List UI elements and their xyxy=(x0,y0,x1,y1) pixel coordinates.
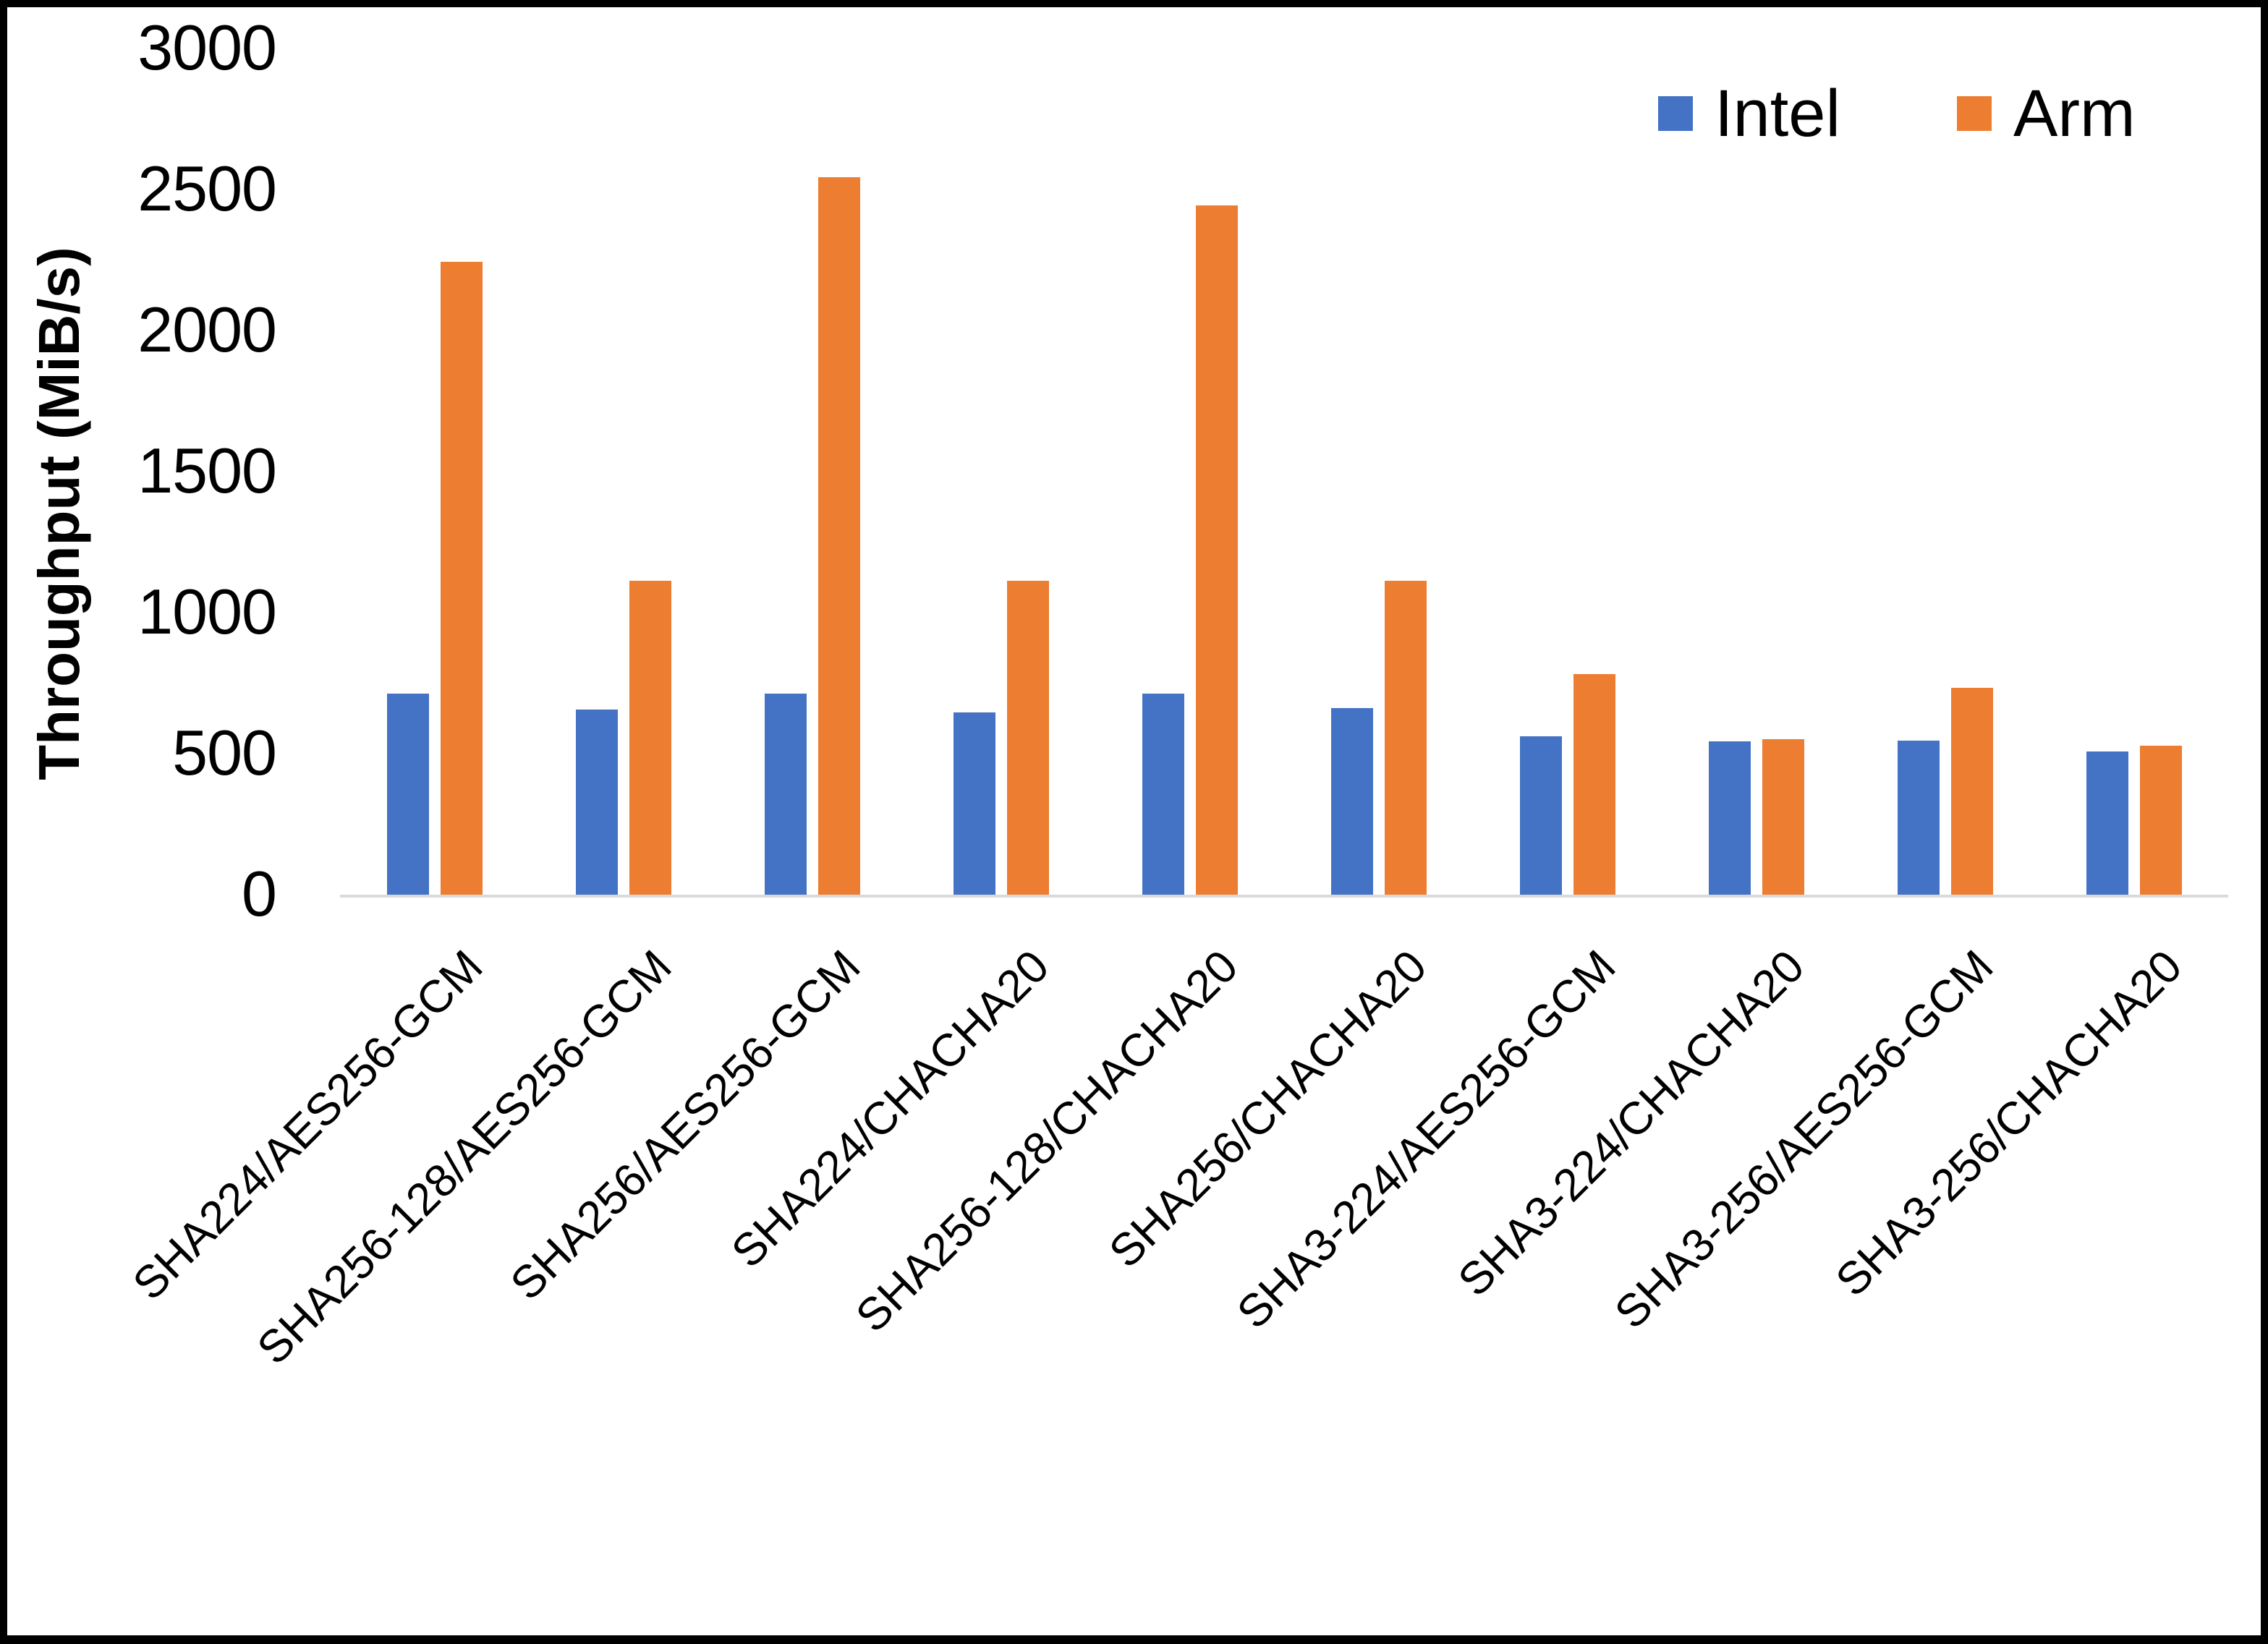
bar-arm-5 xyxy=(1195,205,1238,897)
legend-item-arm: Arm xyxy=(1957,77,2136,150)
bar-intel-8 xyxy=(1708,741,1751,897)
bar-intel-9 xyxy=(1897,741,1940,897)
bar-intel-2 xyxy=(575,710,618,897)
bar-arm-7 xyxy=(1573,674,1615,897)
x-category-label-7: SHA3-224/AES256-GCM xyxy=(1228,940,1626,1339)
x-category-label-10: SHA3-256/CHACHA20 xyxy=(1826,940,2192,1306)
x-category-label-5: SHA256-128/CHACHA20 xyxy=(846,940,1248,1342)
x-category-label-8: SHA3-224/CHACHA20 xyxy=(1448,940,1814,1306)
x-category-label-9: SHA3-256/AES256-GCM xyxy=(1605,940,2003,1339)
y-tick-label-500: 500 xyxy=(172,716,277,788)
bar-arm-6 xyxy=(1384,581,1427,897)
bar-intel-4 xyxy=(953,712,995,897)
bar-intel-3 xyxy=(764,694,807,897)
x-axis-line xyxy=(340,895,2228,898)
x-category-label-4: SHA224/CHACHA20 xyxy=(722,940,1059,1278)
legend-label-arm: Arm xyxy=(2013,77,2136,150)
x-category-label-3: SHA256/AES256-GCM xyxy=(501,940,870,1310)
x-category-label-1: SHA224/AES256-GCM xyxy=(123,940,493,1310)
bar-intel-1 xyxy=(386,694,429,897)
x-category-label-6: SHA256/CHACHA20 xyxy=(1100,940,1437,1278)
bar-arm-10 xyxy=(2139,746,2182,897)
bar-intel-7 xyxy=(1519,736,1562,897)
y-tick-label-2500: 2500 xyxy=(137,152,277,224)
intel-color-swatch xyxy=(1658,96,1693,131)
bar-arm-1 xyxy=(440,262,483,897)
arm-color-swatch xyxy=(1957,96,1992,131)
bar-intel-6 xyxy=(1330,708,1373,897)
bar-arm-9 xyxy=(1950,688,1993,897)
bar-arm-2 xyxy=(629,581,671,897)
bar-arm-4 xyxy=(1006,581,1049,897)
bar-intel-10 xyxy=(2086,751,2128,897)
legend-label-intel: Intel xyxy=(1715,77,1840,150)
bar-arm-3 xyxy=(817,177,860,897)
bar-arm-8 xyxy=(1762,739,1804,897)
y-tick-label-1500: 1500 xyxy=(137,434,277,506)
y-tick-label-3000: 3000 xyxy=(137,11,277,83)
y-tick-label-2000: 2000 xyxy=(137,293,277,365)
bar-intel-5 xyxy=(1142,694,1184,897)
y-tick-label-1000: 1000 xyxy=(137,575,277,647)
legend-item-intel: Intel xyxy=(1658,77,1840,150)
y-tick-label-0: 0 xyxy=(242,857,277,929)
legend: Intel Arm xyxy=(7,77,2261,150)
